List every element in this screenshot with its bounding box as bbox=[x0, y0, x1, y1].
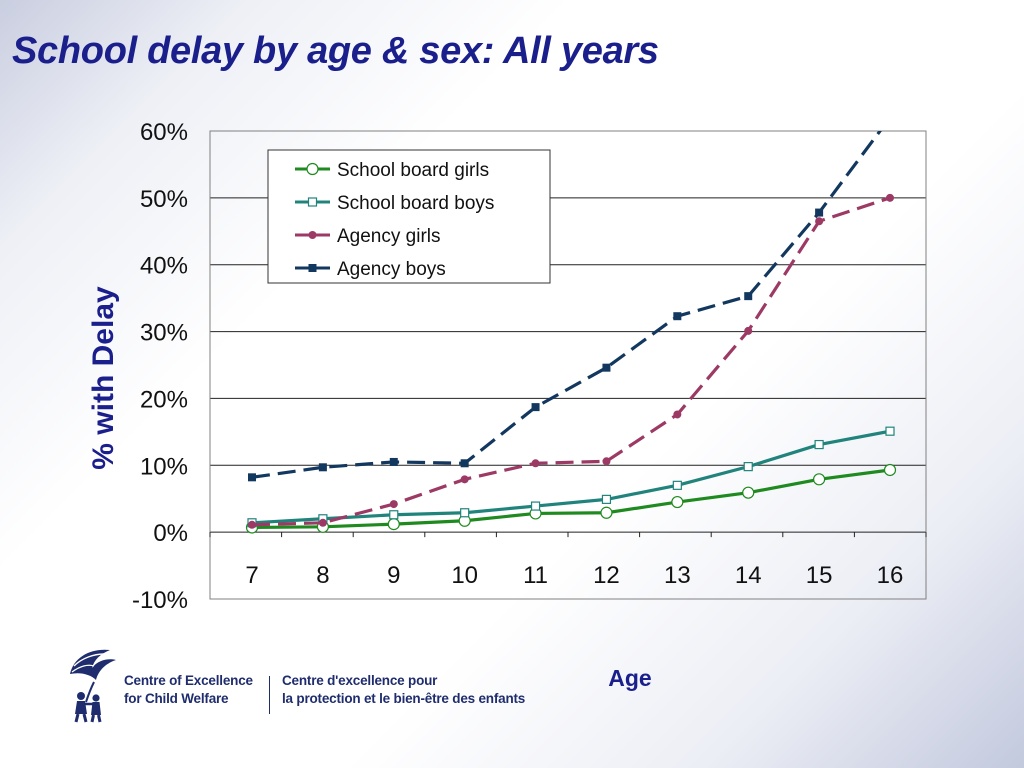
data-point-agency-boys bbox=[602, 363, 611, 372]
data-point-school-board-girls bbox=[883, 463, 897, 477]
data-point-agency-boys bbox=[886, 114, 894, 122]
data-point-agency-boys bbox=[460, 459, 469, 468]
data-point-school-board-girls bbox=[742, 486, 755, 499]
y-tick-label: 50% bbox=[140, 186, 188, 213]
x-tick-label: 16 bbox=[877, 562, 904, 589]
data-point-school-board-boys bbox=[672, 480, 682, 490]
data-point-agency-boys bbox=[248, 473, 256, 482]
y-tick-label: -10% bbox=[132, 587, 188, 614]
y-tick-label: 10% bbox=[140, 453, 188, 480]
legend-label: School board boys bbox=[337, 193, 494, 214]
legend-swatch-marker bbox=[308, 231, 317, 239]
data-point-agency-boys bbox=[744, 292, 753, 301]
organization-logo: Centre of Excellence for Child Welfare C… bbox=[64, 644, 544, 724]
y-tick-label: 20% bbox=[140, 386, 188, 413]
y-tick-label: 40% bbox=[140, 253, 188, 280]
y-axis-title: % with Delay bbox=[87, 286, 120, 470]
logo-french-name: Centre d'excellence pour la protection e… bbox=[282, 672, 525, 708]
data-point-agency-boys bbox=[815, 208, 824, 217]
data-point-agency-girls bbox=[389, 500, 398, 509]
chart-series bbox=[245, 114, 897, 534]
logo-english-name: Centre of Excellence for Child Welfare bbox=[124, 672, 253, 708]
x-tick-label: 13 bbox=[664, 562, 691, 589]
data-point-school-board-girls bbox=[671, 495, 684, 509]
data-point-school-board-boys bbox=[601, 494, 612, 504]
logo-english-line1: Centre of Excellence bbox=[124, 673, 253, 688]
data-point-agency-girls bbox=[460, 475, 469, 484]
x-tick-label: 10 bbox=[451, 562, 478, 589]
series-line-school-board-girls bbox=[251, 468, 891, 530]
series-agency-boys bbox=[248, 114, 894, 482]
x-tick-label: 12 bbox=[593, 562, 620, 589]
series-school-board-girls bbox=[245, 463, 897, 534]
legend-item-agency-boys: Agency boys bbox=[295, 259, 446, 280]
legend-swatch-marker bbox=[308, 264, 317, 272]
logo-divider bbox=[269, 676, 270, 714]
x-tick-label: 8 bbox=[316, 562, 329, 589]
data-point-agency-girls bbox=[602, 457, 611, 466]
chart-legend: School board girls School board boys Agenc… bbox=[267, 149, 551, 284]
data-point-school-board-girls bbox=[600, 506, 613, 519]
data-point-agency-boys bbox=[531, 403, 540, 412]
series-line-school-board-boys bbox=[251, 429, 891, 525]
data-point-agency-girls bbox=[531, 459, 540, 468]
logo-english-line2: for Child Welfare bbox=[124, 691, 229, 706]
data-point-agency-girls bbox=[673, 410, 682, 419]
slide-title: School delay by age & sex: All years bbox=[12, 30, 659, 72]
data-point-agency-girls bbox=[318, 518, 327, 527]
data-point-school-board-boys bbox=[885, 426, 895, 436]
x-tick-label: 11 bbox=[523, 562, 548, 589]
chart-axes: -10% 0% 10% 20% 30% 40% 50% 60% 7 8 9 10 11 12 13 14 15 1… bbox=[132, 119, 927, 614]
x-tick-label: 14 bbox=[735, 562, 762, 589]
legend-label: School board girls bbox=[337, 160, 489, 181]
logo-french-line2: la protection et le bien-être des enfant… bbox=[282, 691, 526, 706]
data-point-agency-girls bbox=[815, 217, 824, 226]
x-axis-title: Age bbox=[608, 665, 651, 691]
legend-label: Agency girls bbox=[337, 226, 441, 247]
series-line-agency-girls bbox=[251, 196, 891, 527]
x-tick-label: 9 bbox=[387, 562, 400, 589]
data-point-school-board-girls bbox=[813, 473, 826, 486]
data-point-agency-girls bbox=[886, 193, 894, 202]
data-point-agency-boys bbox=[389, 457, 398, 466]
logo-french-line1: Centre d'excellence pour bbox=[282, 673, 438, 688]
data-point-agency-girls bbox=[744, 326, 753, 335]
legend-label: Agency boys bbox=[337, 259, 446, 280]
series-school-board-boys bbox=[247, 426, 895, 528]
legend-item-school-board-girls: School board girls bbox=[295, 160, 489, 181]
data-point-agency-girls bbox=[248, 520, 256, 529]
data-point-school-board-boys bbox=[530, 501, 541, 511]
data-point-school-board-boys bbox=[743, 462, 753, 472]
legend-item-school-board-boys: School board boys bbox=[295, 193, 494, 214]
series-agency-girls bbox=[248, 193, 894, 529]
y-tick-label: 30% bbox=[140, 320, 188, 347]
plot-area-border bbox=[209, 130, 927, 600]
series-line-agency-boys bbox=[251, 131, 883, 479]
data-point-school-board-boys bbox=[814, 439, 824, 450]
x-tick-label: 15 bbox=[806, 562, 833, 589]
y-tick-label: 60% bbox=[140, 119, 188, 146]
data-point-school-board-girls bbox=[387, 518, 400, 531]
data-point-agency-boys bbox=[673, 312, 682, 321]
legend-swatch-marker bbox=[307, 197, 318, 207]
child-welfare-emblem-icon bbox=[70, 649, 116, 723]
data-point-agency-boys bbox=[318, 463, 327, 472]
x-tick-label: 7 bbox=[245, 562, 258, 589]
data-point-school-board-boys bbox=[460, 508, 470, 518]
data-point-school-board-boys bbox=[389, 510, 399, 520]
legend-item-agency-girls: Agency girls bbox=[295, 226, 441, 247]
y-tick-label: 0% bbox=[153, 520, 188, 547]
legend-swatch-marker bbox=[306, 162, 319, 176]
